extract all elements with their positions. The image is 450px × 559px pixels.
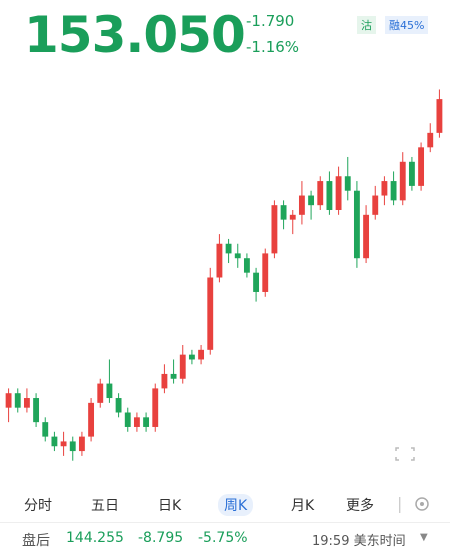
candle-body [243,258,250,273]
candle-body [124,412,131,427]
candle-body [23,398,30,408]
after-hours-change: -8.795 [138,530,184,546]
candle-body [289,214,296,220]
change: -1.790 [246,12,295,30]
after-hours-label: 盘后 [22,533,50,549]
candle-body [372,195,379,215]
candle-body [188,354,195,360]
expand-icon[interactable] [395,447,415,461]
candle-body [262,253,269,292]
tab[interactable]: 更多 [346,498,374,514]
candle-body [51,436,58,447]
change-pct: -1.16% [246,38,300,56]
candle-body [216,243,223,278]
candle-body [179,354,186,379]
tag: 沽 [357,16,376,34]
candle-body [225,243,232,254]
candle-body [234,253,241,259]
candle-body [390,181,397,201]
candle-body [280,205,287,220]
candle-body [408,161,415,186]
candle-body [253,272,260,292]
candle-body [33,398,40,423]
candle-body [326,181,333,210]
candle-body [170,373,177,379]
candle-body [344,176,351,191]
candle-body [97,383,104,403]
after-hours-pct: -5.75% [198,530,248,546]
candle-body [207,277,214,350]
candle-body [317,181,324,206]
candle-body [427,132,434,148]
candle-body [14,393,21,408]
candle-body [106,383,113,399]
tabs: 分时 五日 日K 周K 月K 更多 [0,492,450,518]
tab[interactable]: 日K [158,498,182,514]
tab[interactable]: 周K [218,494,254,516]
candle-body [115,398,122,413]
candle-body [5,393,12,408]
tab[interactable]: 分时 [24,498,52,514]
candle-body [198,349,205,360]
candle-body [418,147,425,186]
candle-body [363,214,370,259]
candle-body [42,422,49,437]
candle-body [60,441,67,447]
candle-body [381,181,388,196]
candle-body [399,161,406,201]
candle-body [335,176,342,210]
chart [5,89,443,461]
divider: | [397,494,403,513]
candle-body [78,436,85,452]
settings-icon[interactable] [412,494,432,514]
tab[interactable]: 月K [291,498,315,514]
dropdown-arrow[interactable]: ▼ [420,532,428,543]
candle-body [133,417,140,427]
after-hours-price: 144.255 [66,530,124,546]
candle-body [88,402,95,437]
tag: 融45% [385,16,429,34]
tab[interactable]: 五日 [91,498,119,514]
separator [0,522,450,523]
candle-body [152,388,159,427]
candle-body [436,99,443,133]
time: 19:59 美东时间 [312,534,406,549]
price: 153.050 [24,6,246,64]
candle-body [298,195,305,215]
candle-body [161,373,168,389]
candle-body [308,195,315,206]
candle-body [69,441,76,452]
candle-body [353,190,360,259]
candle-body [271,205,278,254]
candle-body [143,417,150,427]
